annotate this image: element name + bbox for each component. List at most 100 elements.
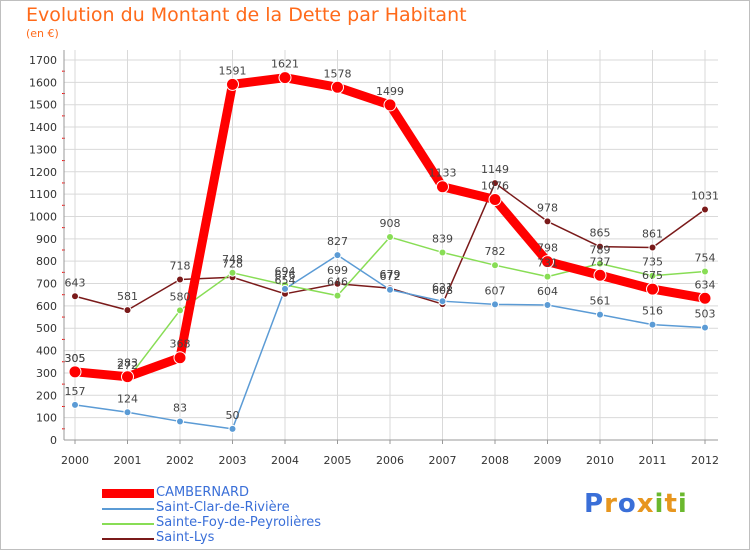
data-label: 305 <box>65 352 86 365</box>
data-label: 1076 <box>481 179 509 192</box>
data-point <box>71 292 79 301</box>
x-tick-label: 2000 <box>61 454 89 467</box>
y-tick-label: 600 <box>36 300 57 313</box>
y-tick-label: 0 <box>50 434 57 447</box>
data-label: 1149 <box>481 163 509 176</box>
data-point <box>71 400 79 409</box>
legend-label: Saint-Lys <box>156 530 215 545</box>
x-tick-label: 2007 <box>429 454 457 467</box>
data-label: 731 <box>537 257 558 270</box>
data-label: 694 <box>275 265 296 278</box>
data-point <box>176 306 184 315</box>
legend-swatch <box>102 508 154 510</box>
x-tick-label: 2008 <box>481 454 509 467</box>
data-label: 561 <box>590 295 611 308</box>
y-tick-label: 500 <box>36 322 57 335</box>
data-point <box>383 98 397 112</box>
data-point <box>123 306 132 315</box>
data-point <box>333 251 342 260</box>
y-tick-label: 1500 <box>29 99 57 112</box>
data-point <box>281 284 289 293</box>
y-tick-label: 800 <box>36 255 57 268</box>
data-label: 978 <box>537 201 558 214</box>
data-label: 581 <box>117 290 138 303</box>
data-point <box>438 297 447 306</box>
legend-label: Saint-Clar-de-Rivière <box>156 500 290 515</box>
chart-unit: (en €) <box>26 27 59 40</box>
data-label: 718 <box>170 260 191 273</box>
data-label: 1621 <box>271 58 299 71</box>
data-label: 646 <box>327 276 348 289</box>
x-tick-label: 2001 <box>114 454 142 467</box>
proxiti-logo: Proxiti <box>584 489 688 519</box>
data-label: 748 <box>222 253 243 266</box>
data-label: 672 <box>380 270 401 283</box>
data-label: 679 <box>380 268 401 281</box>
data-label: 754 <box>695 251 716 264</box>
data-label: 839 <box>432 232 453 245</box>
data-point <box>333 279 342 288</box>
x-tick-label: 2010 <box>586 454 614 467</box>
legend-label: Sainte-Foy-de-Peyrolières <box>156 515 322 530</box>
legend-swatch <box>102 489 154 498</box>
data-point <box>541 255 554 269</box>
data-point <box>593 268 607 282</box>
data-label: 50 <box>226 409 240 422</box>
data-label: 157 <box>65 385 86 398</box>
data-point <box>438 248 447 257</box>
data-label: 798 <box>537 242 558 255</box>
data-point <box>386 233 394 242</box>
data-label: 1499 <box>376 85 404 98</box>
data-label: 675 <box>642 269 663 282</box>
data-point <box>543 272 552 281</box>
logo-letter: r <box>604 489 618 519</box>
data-label: 827 <box>327 235 348 248</box>
y-tick-label: 1400 <box>29 121 57 134</box>
data-label: 83 <box>173 401 187 414</box>
x-tick-label: 2011 <box>639 454 667 467</box>
data-label: 1031 <box>691 190 719 203</box>
x-tick-label: 2003 <box>219 454 247 467</box>
data-point <box>543 300 552 309</box>
x-tick-label: 2012 <box>691 454 719 467</box>
y-tick-label: 1600 <box>29 76 57 89</box>
data-label: 735 <box>642 256 663 269</box>
data-point <box>698 291 712 305</box>
y-tick-label: 700 <box>36 278 57 291</box>
data-label: 516 <box>642 305 663 318</box>
data-label: 1578 <box>324 67 352 80</box>
legend-swatch <box>102 523 154 525</box>
y-tick-label: 1000 <box>29 210 57 223</box>
data-label: 604 <box>537 285 558 298</box>
y-tick-label: 900 <box>36 233 57 246</box>
logo-letter: x <box>636 489 655 519</box>
data-label: 643 <box>65 276 86 289</box>
data-point <box>543 217 552 226</box>
data-label: 676 <box>275 269 296 282</box>
data-label: 621 <box>432 281 453 294</box>
y-tick-label: 300 <box>36 367 57 380</box>
data-point <box>176 275 184 284</box>
data-point <box>228 424 237 433</box>
data-point <box>596 242 604 251</box>
data-label: 737 <box>590 255 611 268</box>
data-point <box>488 192 502 206</box>
data-label: 305 <box>65 352 86 365</box>
data-point <box>648 320 657 329</box>
data-label: 1591 <box>219 64 247 77</box>
data-point <box>386 285 394 294</box>
data-point <box>646 282 659 296</box>
y-tick-label: 100 <box>36 412 57 425</box>
y-tick-label: 1700 <box>29 54 57 67</box>
logo-letter: P <box>584 489 605 519</box>
logo-letter: t <box>664 489 678 519</box>
data-point <box>333 291 342 300</box>
data-point <box>278 71 292 85</box>
legend-label: CAMBERNARD <box>156 485 250 500</box>
data-label: 861 <box>642 228 663 241</box>
logo-letter: o <box>617 489 637 519</box>
data-label: 728 <box>222 257 243 270</box>
x-tick-label: 2005 <box>324 454 352 467</box>
data-label: 607 <box>485 284 506 297</box>
data-point <box>176 417 184 426</box>
